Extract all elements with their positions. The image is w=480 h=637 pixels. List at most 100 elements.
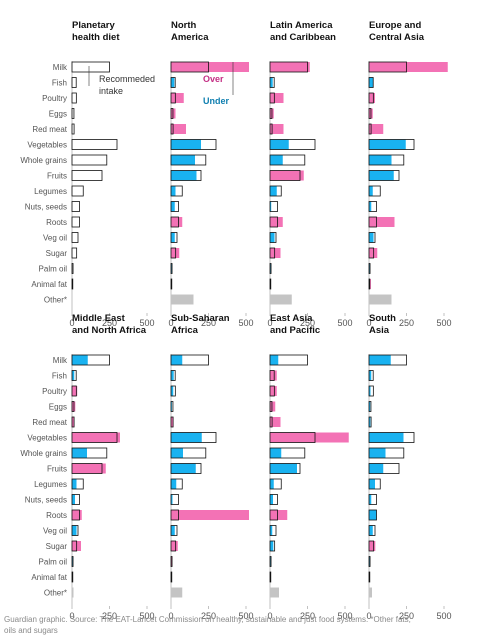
actual-bar-other [171, 587, 183, 598]
actual-bar-veg-oil [72, 525, 77, 536]
recommended-bar-fish [368, 370, 374, 381]
recommended-bar-animal-fat [170, 278, 173, 290]
category-label: Sugar [46, 249, 68, 258]
recommended-bar-eggs [71, 401, 75, 412]
category-label: Veg oil [43, 527, 67, 536]
recommended-bar-nuts-seeds [170, 494, 179, 505]
actual-bar-veg-oil [270, 232, 275, 243]
actual-bar-red-meat [72, 417, 75, 427]
recommended-bar-vegetables [269, 432, 316, 443]
actual-bar-whole-grains [369, 448, 386, 458]
recommended-bar-legumes [170, 185, 183, 197]
actual-bar-vegetables [369, 432, 404, 443]
recommended-bar-palm-oil [269, 263, 272, 274]
recommended-bar-red-meat [368, 416, 372, 428]
actual-bar-nuts-seeds [171, 494, 173, 505]
recommended-bar-fruits [71, 463, 103, 474]
x-tick-label: 250 [399, 611, 414, 621]
panel-title: America [171, 32, 209, 43]
recommended-bar-nuts-seeds [71, 201, 80, 212]
x-tick-label: 0 [366, 318, 371, 328]
category-label: Eggs [49, 403, 67, 412]
category-label: Fish [52, 372, 67, 381]
recommended-bar-red-meat [170, 416, 174, 428]
recommended-bar-animal-fat [368, 571, 371, 583]
category-label: Whole grains [20, 156, 67, 165]
recommended-bar-whole-grains [71, 447, 108, 459]
category-label: Milk [53, 63, 68, 72]
actual-bar-other [270, 587, 279, 598]
recommended-bar-fruits [71, 170, 103, 181]
actual-bar-poultry [369, 93, 375, 103]
x-tick-label: 250 [201, 318, 216, 328]
actual-bar-vegetables [72, 432, 120, 443]
recommended-bar-veg-oil [269, 232, 277, 243]
actual-bar-red-meat [369, 124, 384, 134]
recommended-bar-eggs [368, 108, 372, 119]
recommended-bar-poultry [71, 385, 77, 397]
recommended-bar-legumes [170, 478, 183, 490]
panel-title: Europe and [369, 20, 421, 31]
actual-bar-milk [171, 62, 249, 72]
actual-bar-fruits [270, 170, 304, 181]
actual-bar-milk [369, 62, 448, 72]
recommended-bar-milk [368, 354, 407, 366]
x-tick-label: 500 [337, 318, 352, 328]
footer-line2: oils and sugars [4, 626, 58, 635]
recommended-bar-legumes [269, 185, 282, 197]
recommended-bar-veg-oil [269, 525, 277, 536]
x-tick-label: 0 [69, 318, 74, 328]
recommended-bar-roots [269, 509, 278, 521]
x-tick-label: 0 [69, 611, 74, 621]
panel-title: South [369, 313, 396, 324]
recommended-bar-whole-grains [269, 154, 306, 166]
actual-bar-poultry [369, 386, 371, 396]
recommended-bar-veg-oil [170, 232, 178, 243]
category-label: Milk [53, 356, 68, 365]
recommended-bar-nuts-seeds [368, 201, 377, 212]
actual-bar-legumes [369, 479, 375, 489]
recommended-bar-palm-oil [368, 556, 371, 567]
actual-bar-roots [171, 510, 249, 520]
actual-bar-fish [270, 370, 277, 381]
actual-bar-veg-oil [171, 232, 175, 243]
actual-bar-fish [270, 77, 273, 88]
category-label: Veg oil [43, 234, 67, 243]
category-label: Sugar [46, 542, 68, 551]
actual-bar-roots [72, 510, 82, 520]
recommended-bar-sugar [170, 540, 177, 552]
actual-bar-milk [270, 62, 310, 72]
recommended-bar-eggs [269, 401, 273, 412]
actual-bar-vegetables [369, 139, 406, 150]
actual-bar-milk [369, 355, 391, 365]
recommended-bar-fish [368, 77, 374, 88]
recommended-bar-sugar [269, 247, 276, 259]
x-tick-label: 500 [139, 318, 154, 328]
actual-bar-nuts-seeds [72, 494, 75, 505]
actual-bar-fruits [270, 463, 297, 474]
actual-bar-poultry [270, 386, 277, 396]
actual-bar-legumes [369, 186, 373, 196]
actual-bar-sugar [270, 248, 281, 258]
category-label: Vegetables [27, 434, 67, 443]
recommended-bar-roots [368, 509, 377, 521]
actual-bar-roots [369, 217, 395, 227]
category-label: Other* [44, 589, 67, 598]
category-label: Red meat [32, 125, 67, 134]
x-tick-label: 0 [267, 318, 272, 328]
actual-bar-roots [369, 510, 377, 520]
category-label: Animal fat [31, 280, 67, 289]
recommended-bar-palm-oil [71, 556, 74, 567]
panel-title: East Asia [270, 313, 313, 324]
category-label: Nuts, seeds [25, 203, 67, 212]
panel-title: Sub-Saharan [171, 313, 230, 324]
recommended-bar-nuts-seeds [170, 201, 179, 212]
actual-bar-vegetables [270, 432, 349, 443]
x-tick-label: 500 [436, 318, 451, 328]
annotation-over: Over [203, 74, 224, 84]
panel-title: Latin America [270, 20, 333, 31]
recommended-bar-poultry [269, 92, 275, 104]
